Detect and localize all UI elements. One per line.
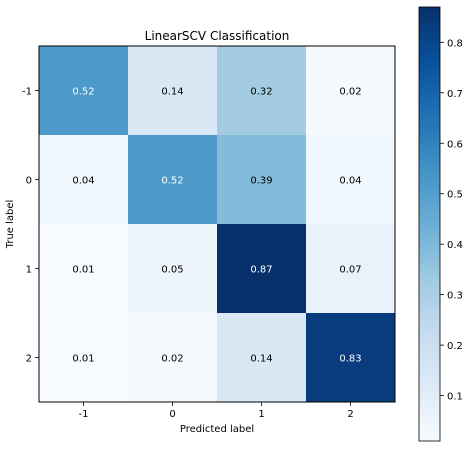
heatmap-cells	[39, 46, 396, 403]
x-tick-label: -1	[79, 409, 89, 420]
heatmap-cell	[128, 313, 218, 403]
heatmap-cell	[306, 135, 396, 225]
cell-value-label: 0.39	[250, 176, 272, 187]
x-tick-label: 0	[169, 409, 175, 420]
heatmap-cell	[39, 46, 129, 136]
cell-value-label: 0.07	[339, 265, 361, 276]
y-tick-label: 0	[26, 176, 32, 187]
heatmap-cell-labels: 0.52 0.14 0.32 0.02 0.04 0.52 0.39 0.04 0.01 0.05…	[72, 87, 361, 365]
cell-value-label: 0.04	[339, 176, 361, 187]
cell-value-label: 0.01	[72, 354, 94, 365]
heatmap-cell	[39, 135, 129, 225]
cell-value-label: 0.14	[250, 354, 272, 365]
cell-value-label: 0.87	[250, 265, 272, 276]
plot-frame	[38, 45, 396, 403]
heatmap-cell	[39, 224, 129, 314]
cell-value-label: 0.52	[161, 176, 183, 187]
heatmap-cell	[306, 224, 396, 314]
x-axis: -1 0 1 2	[79, 402, 354, 420]
cell-value-label: 0.02	[161, 354, 183, 365]
cell-value-label: 0.04	[72, 176, 94, 187]
colorbar-tick-label: 0.6	[447, 139, 463, 150]
heatmap-cell	[217, 224, 307, 314]
heatmap-cell	[128, 224, 218, 314]
heatmap-cell	[128, 135, 218, 225]
heatmap-cell	[217, 313, 307, 403]
y-tick-label: 2	[26, 354, 32, 365]
heatmap-cell	[306, 46, 396, 136]
y-axis: -1 0 1 2	[22, 87, 39, 365]
heatmap-cell	[217, 46, 307, 136]
heatmap-cell	[306, 313, 396, 403]
colorbar-tick-label: 0.7	[447, 89, 463, 100]
colorbar-tick-label: 0.2	[447, 341, 463, 352]
cell-value-label: 0.05	[161, 265, 183, 276]
cell-value-label: 0.52	[72, 87, 94, 98]
x-tick-label: 2	[347, 409, 353, 420]
colorbar-axis: 0.1 0.2 0.3 0.4 0.5 0.6 0.7 0.8	[440, 38, 463, 403]
colorbar-tick-label: 0.8	[447, 38, 463, 49]
y-axis-label: True label	[5, 200, 16, 250]
colorbar-tick-label: 0.1	[447, 392, 463, 403]
colorbar-tick-label: 0.5	[447, 190, 463, 201]
cell-value-label: 0.14	[161, 87, 183, 98]
y-tick-label: 1	[26, 265, 32, 276]
colorbar-tick-label: 0.3	[447, 291, 463, 302]
heatmap-cell	[39, 313, 129, 403]
chart-title: LinearSCV Classification	[145, 29, 290, 43]
cell-value-label: 0.83	[339, 354, 361, 365]
x-tick-label: 1	[258, 409, 264, 420]
cell-value-label: 0.32	[250, 87, 272, 98]
heatmap-cell	[217, 135, 307, 225]
cell-value-label: 0.01	[72, 265, 94, 276]
cell-value-label: 0.02	[339, 87, 361, 98]
colorbar-tick-label: 0.4	[447, 240, 463, 251]
colorbar	[418, 6, 441, 442]
x-axis-label: Predicted label	[180, 424, 254, 435]
y-tick-label: -1	[22, 87, 32, 98]
heatmap-cell	[128, 46, 218, 136]
